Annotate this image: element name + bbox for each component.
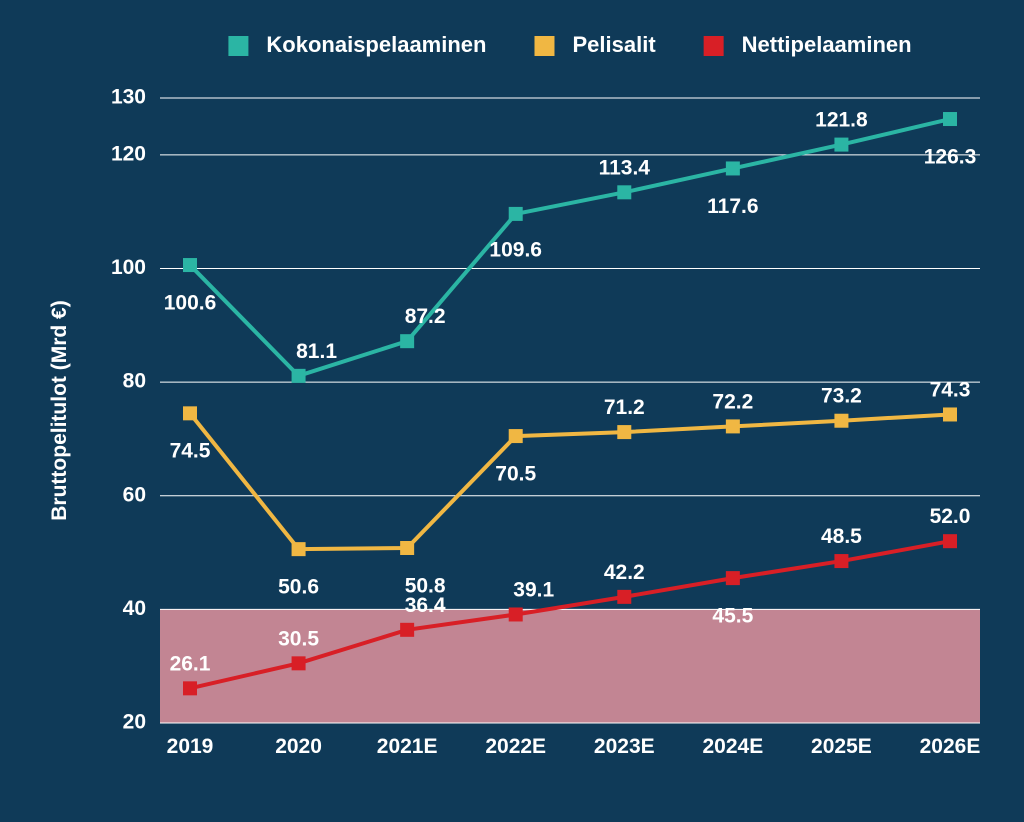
series-marker xyxy=(617,590,631,604)
x-tick-label: 2025E xyxy=(811,735,872,758)
series-marker xyxy=(834,554,848,568)
x-tick-label: 2024E xyxy=(702,735,763,758)
data-label: 71.2 xyxy=(604,396,645,419)
chart-svg: 20 40 60 80 100 120 130 2019 2020 2021E 2022E 2023E… xyxy=(0,0,1024,822)
series-marker xyxy=(834,414,848,428)
data-label: 87.2 xyxy=(405,305,446,328)
data-label: 121.8 xyxy=(815,109,868,132)
series-marker xyxy=(834,138,848,152)
data-label: 52.0 xyxy=(930,505,971,528)
series-marker xyxy=(726,161,740,175)
legend-swatch xyxy=(534,36,554,56)
data-label: 45.5 xyxy=(712,605,753,628)
data-label: 42.2 xyxy=(604,561,645,584)
data-label: 48.5 xyxy=(821,525,862,548)
series-marker xyxy=(509,429,523,443)
data-label: 126.3 xyxy=(924,145,977,168)
series-marker xyxy=(292,542,306,556)
series-marker xyxy=(292,369,306,383)
data-label: 100.6 xyxy=(164,291,217,314)
series-marker xyxy=(400,334,414,348)
data-label: 113.4 xyxy=(599,156,651,179)
data-label: 72.2 xyxy=(712,390,753,413)
series-marker xyxy=(183,681,197,695)
y-axis-label: Bruttopelitulot (Mrd €) xyxy=(48,300,71,520)
legend-swatch xyxy=(704,36,724,56)
series-marker xyxy=(943,407,957,421)
data-label: 81.1 xyxy=(296,340,337,363)
y-tick-label: 130 xyxy=(111,86,146,109)
data-label: 50.6 xyxy=(278,576,319,599)
data-label: 74.5 xyxy=(170,440,211,463)
series-marker xyxy=(183,258,197,272)
x-tick-label: 2022E xyxy=(485,735,546,758)
data-label: 73.2 xyxy=(821,385,862,408)
series-marker xyxy=(400,623,414,637)
x-tick-label: 2026E xyxy=(920,735,981,758)
data-label: 26.1 xyxy=(170,652,211,675)
data-label: 117.6 xyxy=(707,195,758,218)
data-label: 36.4 xyxy=(405,594,446,617)
line-chart: 20 40 60 80 100 120 130 2019 2020 2021E 2022E 2023E… xyxy=(0,0,1024,822)
y-tick-label: 60 xyxy=(123,483,146,506)
y-tick-label: 40 xyxy=(123,597,146,620)
series-marker xyxy=(617,185,631,199)
data-label: 39.1 xyxy=(513,578,554,601)
series-marker xyxy=(726,419,740,433)
series-marker xyxy=(509,207,523,221)
y-tick-label: 120 xyxy=(111,142,146,165)
data-label: 30.5 xyxy=(278,627,319,650)
series-marker xyxy=(943,534,957,548)
legend-swatch xyxy=(228,36,248,56)
y-tick-label: 80 xyxy=(123,370,146,393)
y-tick-label: 20 xyxy=(123,711,146,734)
x-tick-label: 2023E xyxy=(594,735,655,758)
series-marker xyxy=(183,406,197,420)
legend-label: Kokonaispelaaminen xyxy=(266,32,486,57)
data-label: 70.5 xyxy=(495,462,536,485)
series-marker xyxy=(726,571,740,585)
series-marker xyxy=(509,607,523,621)
series-marker xyxy=(292,656,306,670)
legend-label: Pelisalit xyxy=(572,32,656,57)
data-label: 74.3 xyxy=(930,378,971,401)
x-tick-label: 2021E xyxy=(377,735,438,758)
series-marker xyxy=(400,541,414,555)
series-marker xyxy=(943,112,957,126)
series-marker xyxy=(617,425,631,439)
data-label: 109.6 xyxy=(489,238,542,261)
y-tick-label: 100 xyxy=(111,256,146,279)
x-tick-label: 2020 xyxy=(275,735,322,758)
legend-label: Nettipelaaminen xyxy=(742,32,912,57)
x-tick-label: 2019 xyxy=(167,735,214,758)
